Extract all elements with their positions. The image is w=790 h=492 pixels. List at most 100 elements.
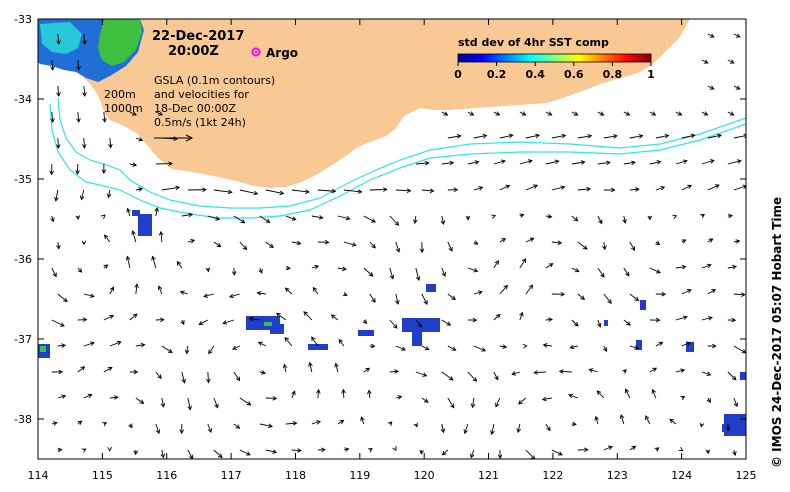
velocity-arrow-head-icon xyxy=(711,289,716,294)
velocity-arrow-head-icon xyxy=(533,184,539,189)
velocity-arrow xyxy=(135,397,144,404)
velocity-arrow-head-icon xyxy=(658,341,664,346)
y-tick-label: -34 xyxy=(14,93,32,106)
velocity-arrow xyxy=(309,362,313,373)
velocity-arrow-head-icon xyxy=(687,184,693,189)
velocity-arrow-head-icon xyxy=(228,293,234,299)
velocity-arrow-head-icon xyxy=(560,185,566,190)
velocity-arrow-head-icon xyxy=(367,389,372,395)
velocity-arrow xyxy=(108,189,111,198)
velocity-arrow-head-icon xyxy=(151,255,156,261)
velocity-arrow-head-icon xyxy=(216,242,222,248)
velocity-arrow xyxy=(681,134,695,139)
velocity-arrow-head-icon xyxy=(624,388,630,394)
velocity-arrow xyxy=(577,241,588,250)
velocity-arrow-head-icon xyxy=(732,451,737,457)
velocity-arrow-head-icon xyxy=(62,297,68,303)
velocity-arrow-head-icon xyxy=(116,340,122,346)
velocity-arrow-head-icon xyxy=(731,317,737,323)
velocity-arrow-head-icon xyxy=(491,214,497,219)
velocity-arrow-head-icon xyxy=(635,187,640,192)
velocity-arrow-head-icon xyxy=(682,315,688,320)
velocity-arrow xyxy=(493,111,500,116)
velocity-arrow xyxy=(342,389,345,399)
velocity-arrow-head-icon xyxy=(572,421,577,427)
velocity-arrow-head-icon xyxy=(735,33,741,38)
velocity-arrow xyxy=(135,344,145,347)
velocity-arrow xyxy=(51,319,65,327)
velocity-arrow xyxy=(291,391,296,399)
velocity-arrow-head-icon xyxy=(102,422,108,427)
velocity-arrow-head-icon xyxy=(208,349,213,355)
velocity-arrow-head-icon xyxy=(634,345,640,350)
velocity-arrow-head-icon xyxy=(138,137,144,142)
velocity-arrow-head-icon xyxy=(82,40,87,45)
velocity-arrow-head-icon xyxy=(198,320,204,325)
velocity-arrow-head-icon xyxy=(654,447,660,452)
velocity-arrow xyxy=(180,291,188,295)
velocity-arrow xyxy=(649,367,657,373)
velocity-arrow-head-icon xyxy=(49,170,54,176)
velocity-arrow xyxy=(135,284,138,295)
velocity-arrow-head-icon xyxy=(541,396,547,402)
velocity-arrow xyxy=(623,267,630,277)
velocity-arrow xyxy=(571,267,580,273)
velocity-arrow xyxy=(441,423,444,433)
velocity-arrow xyxy=(441,319,451,326)
velocity-arrow-head-icon xyxy=(519,311,524,317)
velocity-arrow-head-icon xyxy=(318,215,324,220)
velocity-arrow xyxy=(415,319,422,328)
velocity-arrow-head-icon xyxy=(338,338,344,344)
colorbar-tick-label: 0 xyxy=(454,68,462,81)
velocity-arrow-head-icon xyxy=(57,447,63,453)
velocity-arrow-head-icon xyxy=(133,369,139,375)
velocity-arrow xyxy=(517,423,521,433)
sst-patch-nw-green xyxy=(98,19,142,66)
velocity-arrow-head-icon xyxy=(548,317,553,322)
sst-patch-nw-cyan xyxy=(40,22,82,54)
velocity-arrow-head-icon xyxy=(339,420,345,425)
velocity-arrow xyxy=(127,208,131,217)
velocity-arrow-head-icon xyxy=(324,239,330,245)
velocity-arrow-head-icon xyxy=(669,418,675,424)
velocity-arrow xyxy=(369,189,387,191)
velocity-arrow-head-icon xyxy=(645,415,650,421)
velocity-arrow-head-icon xyxy=(546,426,551,432)
velocity-arrow-head-icon xyxy=(168,161,173,166)
velocity-arrow-head-icon xyxy=(625,271,630,277)
velocity-arrow-head-icon xyxy=(735,85,741,90)
velocity-arrow xyxy=(213,189,232,193)
velocity-arrow xyxy=(181,213,193,217)
velocity-arrow-head-icon xyxy=(181,378,186,384)
velocity-arrow-head-icon xyxy=(131,111,137,116)
velocity-arrow xyxy=(707,289,716,295)
velocity-arrow xyxy=(51,59,54,71)
velocity-arrow xyxy=(311,420,321,425)
velocity-arrow-head-icon xyxy=(574,268,580,273)
velocity-arrow xyxy=(525,284,533,295)
map-time: 20:00Z xyxy=(168,44,219,59)
y-tick-label: -36 xyxy=(14,253,32,266)
velocity-arrow xyxy=(518,397,527,405)
velocity-arrow xyxy=(727,371,737,381)
velocity-arrow-head-icon xyxy=(440,220,446,225)
velocity-arrow-head-icon xyxy=(126,207,131,213)
velocity-arrow xyxy=(233,215,245,224)
velocity-arrow-head-icon xyxy=(596,390,602,396)
velocity-arrow xyxy=(545,423,551,431)
velocity-arrow-head-icon xyxy=(518,400,523,405)
velocity-arrow-head-icon xyxy=(714,184,720,189)
velocity-arrow xyxy=(525,184,538,191)
velocity-arrow xyxy=(389,215,399,226)
velocity-arrow-head-icon xyxy=(465,215,471,221)
velocity-arrow-head-icon xyxy=(503,284,509,290)
velocity-arrow xyxy=(652,389,657,399)
velocity-arrow-head-icon xyxy=(453,187,459,193)
velocity-arrow xyxy=(389,267,394,279)
velocity-arrow-head-icon xyxy=(101,169,107,174)
velocity-arrow-head-icon xyxy=(286,265,291,271)
velocity-arrow-head-icon xyxy=(138,187,144,192)
x-tick-label: 124 xyxy=(671,469,692,482)
velocity-arrow xyxy=(77,366,85,373)
velocity-arrow xyxy=(545,160,559,165)
